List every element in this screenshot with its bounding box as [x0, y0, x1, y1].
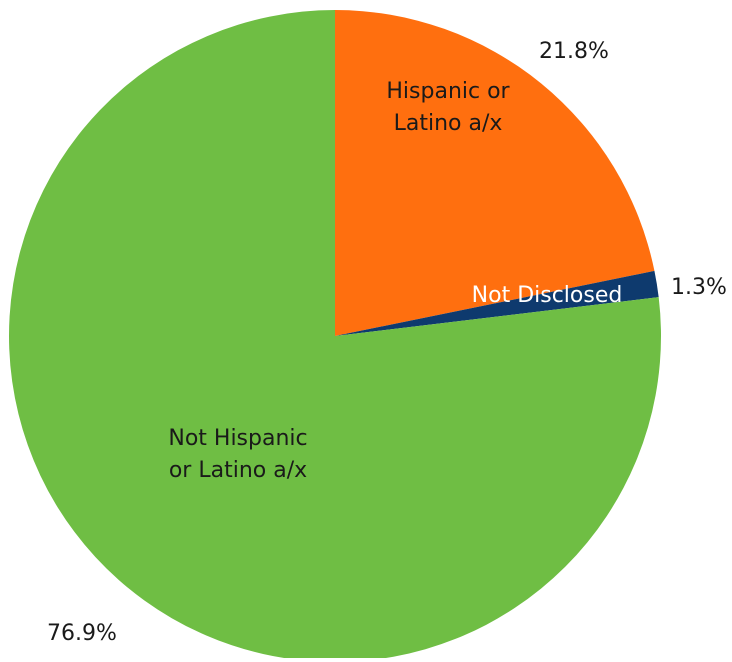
pie-slice-hispanic-or-latino-a-x	[335, 10, 655, 336]
slice-value-not-disclosed: 1.3%	[671, 275, 727, 300]
pie-slices	[9, 10, 662, 662]
slice-label-line: Not Hispanic	[168, 426, 307, 451]
slice-label-not-disclosed: Not Disclosed	[472, 283, 623, 308]
slice-label-not-hispanic-or-latino-a-x: Not Hispanic or Latino a/x	[168, 426, 307, 483]
slice-label-line: Hispanic or	[386, 79, 510, 104]
slice-label-hispanic-or-latino-a-x: Hispanic or Latino a/x	[386, 79, 510, 136]
slice-label-line: Latino a/x	[394, 111, 503, 136]
slice-value-hispanic-or-latino-a-x: 21.8%	[539, 39, 609, 64]
slice-label-line: or Latino a/x	[169, 458, 307, 483]
slice-value-not-hispanic-or-latino-a-x: 76.9%	[47, 621, 117, 646]
pie-slice-not-disclosed	[335, 270, 659, 336]
pie-slice-not-hispanic-or-latino-a-x	[9, 10, 662, 662]
slice-label-line: Not Disclosed	[472, 283, 623, 308]
pie-labels: Hispanic or Latino a/x 21.8% Not Disclosed 1…	[47, 39, 727, 646]
